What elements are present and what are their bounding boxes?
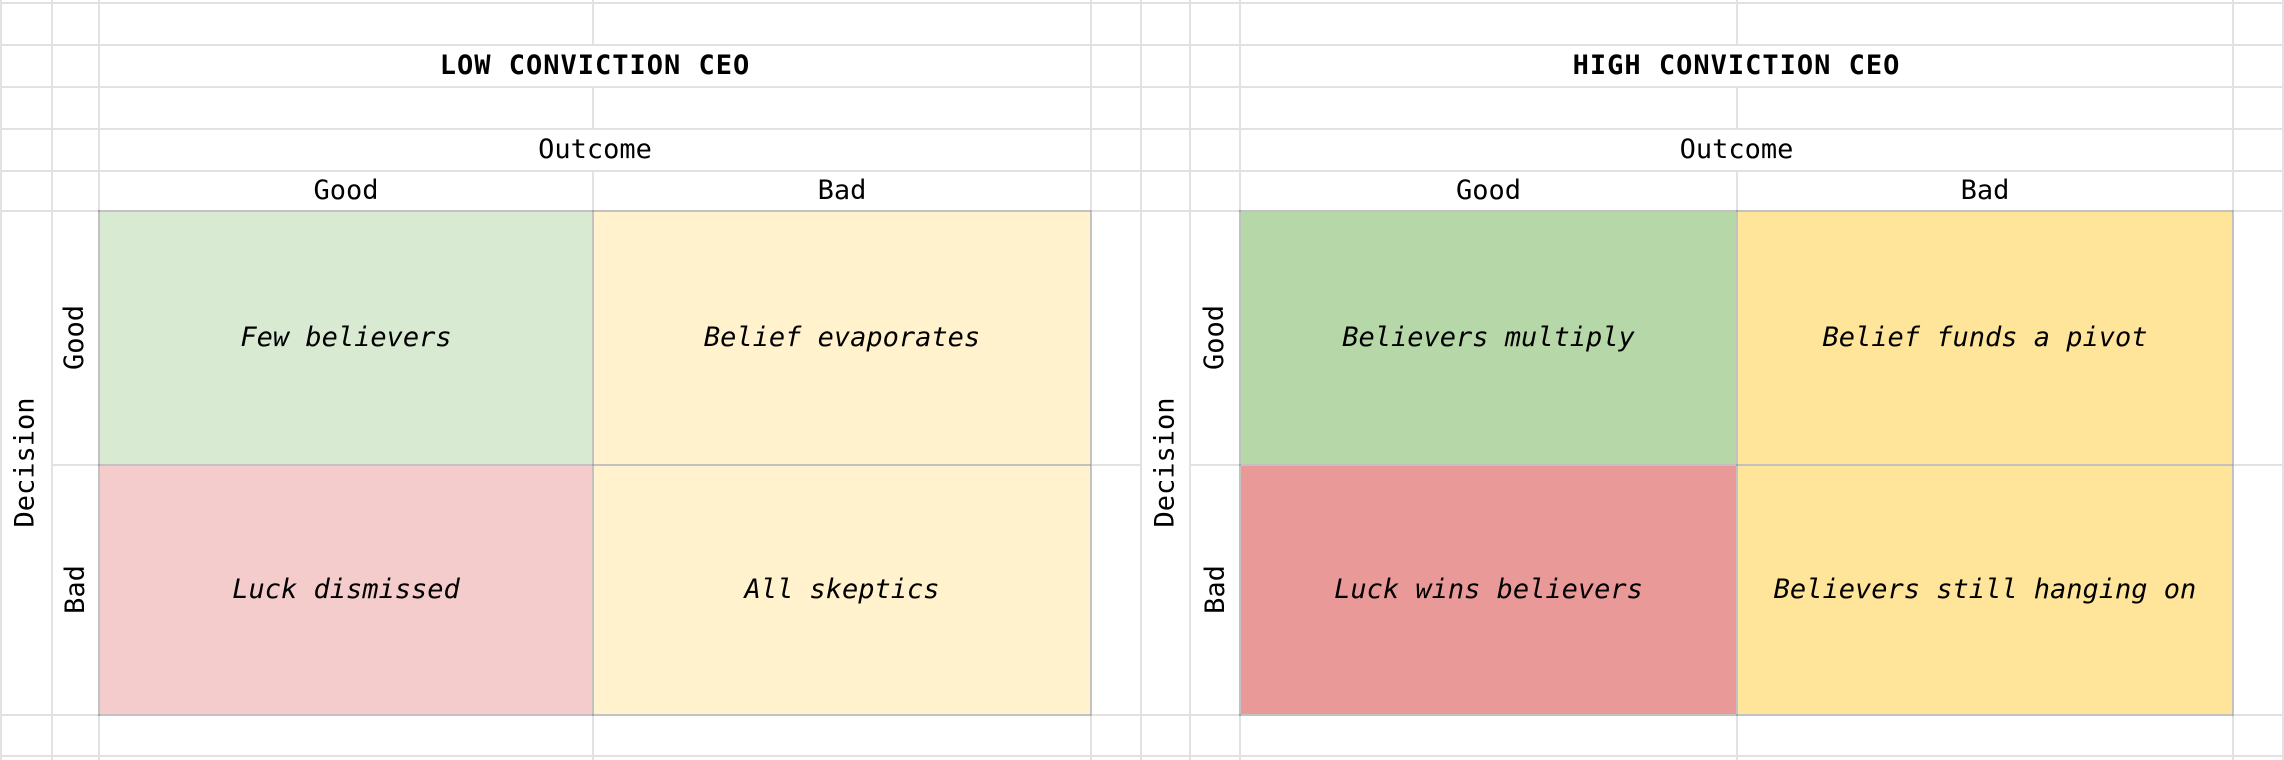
left-outcome-axis-label: Outcome — [538, 133, 652, 165]
right-column-header-good[interactable]: Good — [1455, 174, 1522, 206]
left-quadrant-good-decision-good-outcome[interactable]: Few believers — [99, 210, 593, 464]
left-quadrant-bad-decision-good-outcome[interactable]: Luck dismissed — [99, 464, 593, 714]
gridline — [1736, 0, 1738, 44]
right-column-header-bad[interactable]: Bad — [1960, 174, 2010, 206]
gridline — [0, 0, 2, 760]
left-column-header-good[interactable]: Good — [313, 174, 379, 206]
gridline — [1090, 210, 1092, 716]
gridline — [98, 464, 1091, 466]
left-quadrant-bad-decision-bad-outcome[interactable]: All skeptics — [593, 464, 1091, 714]
right-row-header-good[interactable]: Good — [1199, 304, 1231, 370]
right-quadrant-good-decision-bad-outcome[interactable]: Belief funds a pivot — [1737, 210, 2233, 464]
left-decision-axis-label: Decision — [10, 396, 42, 528]
left-row-header-good[interactable]: Good — [59, 304, 91, 370]
gridline — [2232, 210, 2234, 716]
gridline — [1736, 86, 1738, 128]
right-quadrant-bad-decision-bad-outcome[interactable]: Believers still hanging on — [1737, 464, 2233, 714]
gridline — [592, 210, 594, 716]
left-matrix-title: LOW CONVICTION CEO — [439, 49, 751, 81]
gridline — [1239, 210, 1241, 716]
left-column-header-bad[interactable]: Bad — [817, 174, 867, 206]
quadrant-label: Few believers — [240, 321, 452, 353]
gridline — [0, 128, 2284, 130]
gridline — [0, 714, 2284, 716]
gridline — [51, 0, 53, 760]
quadrant-label: Belief evaporates — [703, 321, 981, 353]
gridline — [592, 86, 594, 128]
quadrant-label: Luck dismissed — [232, 573, 460, 605]
gridline — [98, 210, 100, 716]
gridline — [0, 210, 2284, 212]
quadrant-label: Luck wins believers — [1334, 573, 1643, 605]
gridline — [51, 464, 1141, 466]
right-outcome-axis-label: Outcome — [1679, 133, 1794, 165]
gridline — [1736, 210, 1738, 716]
gridline — [592, 0, 594, 44]
gridline — [0, 170, 2284, 172]
right-quadrant-bad-decision-good-outcome[interactable]: Luck wins believers — [1240, 464, 1737, 714]
right-row-header-bad[interactable]: Bad — [1199, 564, 1231, 614]
left-row-header-bad[interactable]: Bad — [59, 564, 91, 614]
gridline — [1140, 0, 1142, 760]
gridline — [2282, 0, 2284, 760]
gridline — [1239, 210, 2233, 212]
gridline — [592, 170, 594, 760]
gridline — [98, 0, 100, 760]
quadrant-label: Belief funds a pivot — [1822, 321, 2148, 353]
gridline — [1090, 0, 1092, 760]
right-quadrant-good-decision-good-outcome[interactable]: Believers multiply — [1240, 210, 1737, 464]
left-quadrant-good-decision-bad-outcome[interactable]: Belief evaporates — [593, 210, 1091, 464]
gridline — [1736, 170, 1738, 760]
gridline — [1189, 0, 1191, 760]
quadrant-label: Believers still hanging on — [1773, 573, 2197, 605]
gridline — [1239, 464, 2233, 466]
right-decision-axis-label: Decision — [1150, 396, 1182, 528]
gridline — [1239, 0, 1241, 760]
gridline — [0, 2, 2284, 4]
gridline — [2232, 0, 2234, 760]
gridline — [0, 86, 2284, 88]
gridline — [98, 210, 1091, 212]
gridline — [98, 714, 1091, 716]
quadrant-label: All skeptics — [744, 573, 940, 605]
gridline — [0, 44, 2284, 46]
quadrant-label: Believers multiply — [1342, 321, 1635, 353]
right-matrix-title: HIGH CONVICTION CEO — [1572, 49, 1901, 81]
gridline — [0, 755, 2284, 757]
gridline — [1239, 714, 2233, 716]
